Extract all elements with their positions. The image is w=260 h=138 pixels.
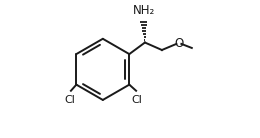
Text: Cl: Cl xyxy=(65,95,76,105)
Text: Cl: Cl xyxy=(131,95,142,105)
Text: NH₂: NH₂ xyxy=(133,4,155,17)
Text: O: O xyxy=(174,37,184,50)
